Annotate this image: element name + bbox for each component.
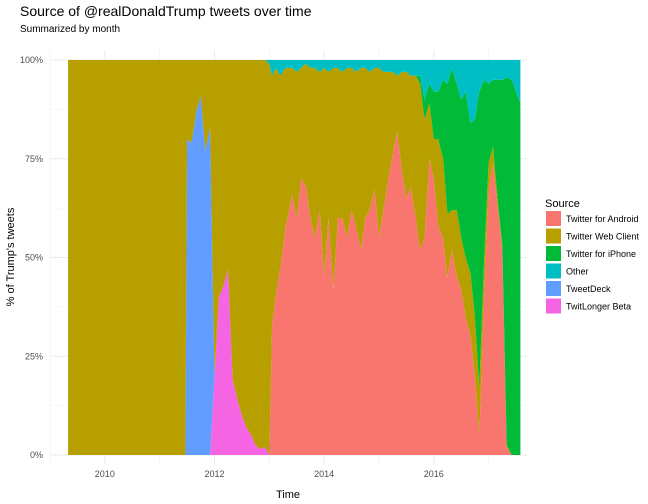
legend-label-twitlonger-beta: TwitLonger Beta (566, 302, 631, 312)
legend-key-twitter-for-android (546, 211, 561, 226)
chart-subtitle: Summarized by month (20, 24, 120, 35)
x-tick-label: 2012 (204, 469, 224, 479)
y-axis-ticks: 0% 25% 50% 75% 100% (20, 55, 43, 460)
legend-key-twitter-web-client (546, 228, 561, 244)
legend-key-twitter-for-iphone (546, 246, 561, 261)
legend-label-other: Other (566, 267, 589, 277)
y-tick-label: 50% (25, 253, 43, 263)
stacked-areas (68, 60, 521, 455)
y-tick-label: 100% (20, 55, 43, 65)
legend-label-twitter-for-android: Twitter for Android (566, 214, 639, 224)
legend-key-twitlonger-beta (546, 298, 561, 314)
legend-key-tweetdeck (546, 281, 561, 296)
y-axis-title: % of Trump's tweets (5, 207, 17, 306)
legend-label-twitter-for-iphone: Twitter for iPhone (566, 249, 636, 259)
x-tick-label: 2010 (95, 469, 115, 479)
area-twitter-web-client (68, 60, 521, 455)
y-tick-label: 75% (25, 154, 43, 164)
legend-title: Source (545, 198, 580, 210)
legend-label-twitter-web-client: Twitter Web Client (566, 232, 639, 242)
legend-key-other (546, 263, 561, 279)
x-tick-label: 2016 (424, 469, 444, 479)
x-tick-label: 2014 (314, 469, 334, 479)
y-tick-label: 25% (25, 351, 43, 361)
area-twitter-for-android (68, 131, 521, 455)
legend: Source Twitter for Android Twitter Web Cl… (545, 198, 639, 314)
y-tick-label: 0% (30, 450, 43, 460)
x-axis-title: Time (276, 489, 300, 501)
area-other (68, 60, 521, 124)
chart-title: Source of @realDonaldTrump tweets over t… (20, 3, 312, 19)
x-axis-ticks: 2010 2012 2014 2016 (95, 469, 444, 479)
legend-label-tweetdeck: TweetDeck (566, 284, 611, 294)
